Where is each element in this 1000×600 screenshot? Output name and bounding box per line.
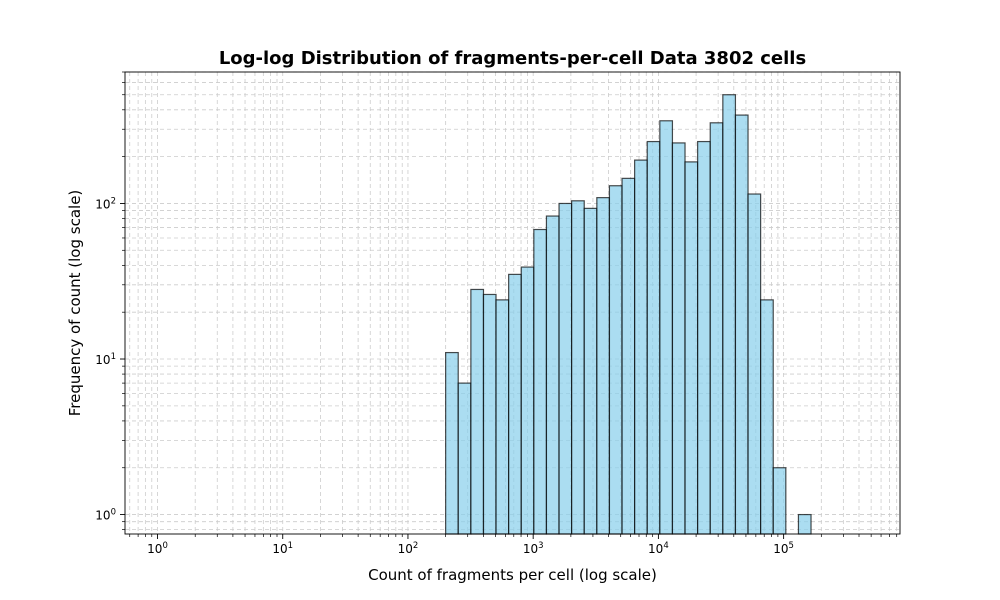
histogram-bar — [684, 161, 699, 535]
histogram-bar — [533, 228, 548, 535]
histogram-bar — [722, 94, 737, 535]
y-tick-label: 102 — [95, 196, 116, 211]
histogram-bar — [482, 293, 497, 535]
histogram-bar — [520, 266, 535, 535]
tick-labels-layer: 100 101 102 103 104 105 100 101 102 — [95, 196, 794, 556]
histogram-bar — [583, 207, 598, 535]
chart-title: Log-log Distribution of fragments-per-ce… — [219, 48, 806, 69]
x-tick-label: 104 — [648, 541, 669, 556]
histogram-bar — [634, 159, 648, 535]
histogram-bar — [621, 177, 636, 535]
histogram-bar — [457, 382, 472, 535]
histogram-bar — [445, 351, 459, 535]
histogram-bar — [495, 299, 510, 535]
x-tick-label: 102 — [398, 541, 419, 556]
x-tick-label: 100 — [147, 541, 168, 556]
histogram-bar — [760, 299, 774, 535]
histogram-bar — [772, 467, 787, 535]
x-tick-label: 101 — [272, 541, 293, 556]
histogram-bar — [659, 120, 674, 535]
histogram-bar — [571, 200, 585, 535]
histogram-bar — [734, 114, 749, 535]
x-tick-label: 103 — [523, 541, 544, 556]
histogram-bar — [671, 142, 686, 535]
plot-frame — [124, 71, 901, 535]
histogram-bar — [797, 513, 812, 535]
histogram-bar — [608, 185, 623, 535]
histogram-bar — [747, 193, 762, 535]
y-axis-label: Frequency of count (log scale) — [66, 190, 84, 417]
histogram-bar — [470, 288, 485, 535]
bars-layer — [445, 94, 812, 535]
histogram-bar — [646, 140, 661, 535]
histogram-bar — [596, 197, 611, 535]
histogram-bar — [508, 273, 522, 535]
histogram-bar — [709, 122, 724, 535]
histogram-bar — [697, 140, 711, 535]
ticks-layer — [120, 71, 898, 539]
x-axis-label: Count of fragments per cell (log scale) — [368, 566, 657, 584]
y-tick-label: 100 — [95, 508, 116, 523]
y-tick-label: 101 — [95, 352, 116, 367]
histogram-bar — [545, 215, 560, 535]
x-tick-label: 105 — [773, 541, 794, 556]
histogram-bar — [558, 202, 573, 535]
